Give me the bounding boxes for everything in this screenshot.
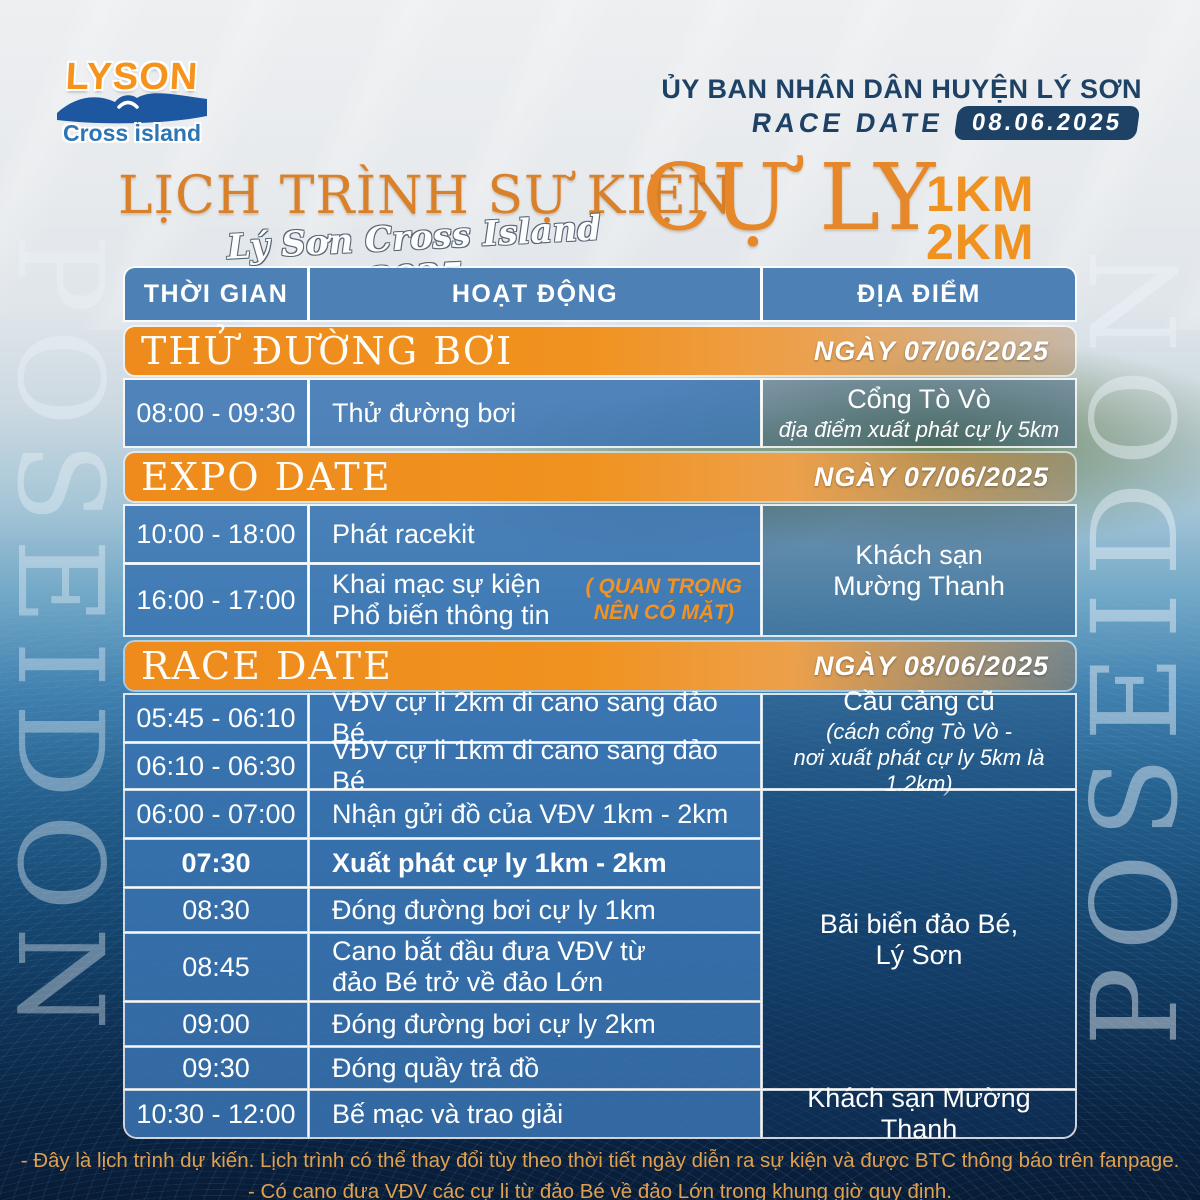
time-cell: 08:00 - 09:30 — [125, 380, 307, 446]
location-cell: Bãi biển đảo Bé, Lý Sơn — [763, 791, 1075, 1088]
race-date-row: RACE DATE 08.06.2025 — [750, 106, 1141, 140]
location-main: Khách sạn Mường Thanh — [807, 1083, 1031, 1144]
section-title: EXPO DATE — [141, 455, 392, 499]
logo-title: LYSON — [64, 56, 200, 98]
column-header-activity: HOẠT ĐỘNG — [310, 268, 760, 320]
location-sub: địa điểm xuất phát cự ly 5km — [778, 416, 1060, 442]
section-date: NGÀY 08/06/2025 — [813, 650, 1049, 681]
footer-note-line: - Đây là lịch trình dự kiến. Lịch trình … — [20, 1149, 1180, 1172]
location-cell: Khách sạn Mường Thanh — [763, 1083, 1075, 1144]
activity-text: Thử đường bơi — [332, 397, 517, 428]
footer-note-line: - Có cano đưa VĐV các cự li từ đảo Bé về… — [248, 1179, 952, 1200]
activity-cell: Xuất phát cự ly 1km - 2km — [310, 840, 760, 886]
location-main: Cầu cảng cũ — [843, 686, 995, 716]
watermark-poseidon-left: POSEIDON — [0, 233, 129, 1047]
section-title: RACE DATE — [141, 644, 393, 688]
activity-text: Khai mạc sự kiện Phổ biến thông tin — [332, 569, 550, 630]
organizer-title: ỦY BAN NHÂN DÂN HUYỆN LÝ SƠN — [661, 74, 1142, 104]
time-cell: 05:45 - 06:10 — [125, 695, 307, 741]
section-band-expo-date: EXPO DATE NGÀY 07/06/2025 — [125, 453, 1075, 501]
table-header-row: THỜI GIAN HOẠT ĐỘNG ĐỊA ĐIỂM — [125, 268, 1075, 320]
section-date: NGÀY 07/06/2025 — [813, 461, 1049, 492]
logo-subtitle: Cross island — [62, 120, 202, 146]
location-sub: (cách cổng Tò Vò - nơi xuất phát cự ly 5… — [793, 719, 1045, 796]
activity-text: Nhận gửi đồ của VĐV 1km - 2km — [332, 798, 729, 829]
activity-text: Phát racekit — [332, 518, 475, 549]
activity-cell: Khai mạc sự kiện Phổ biến thông tin ( QU… — [310, 565, 760, 635]
activity-text: VĐV cự li 2km đi cano sang đảo Bé — [332, 687, 718, 748]
time-cell: 16:00 - 17:00 — [125, 565, 307, 635]
distance-values: 1KM 2KM — [926, 166, 1035, 270]
activity-cell: VĐV cự li 1km đi cano sang đảo Bé — [310, 735, 760, 796]
activity-cell: Thử đường bơi — [310, 380, 760, 446]
activity-cell: Đóng đường bơi cự ly 2km — [310, 1003, 760, 1045]
activity-text: Đóng quầy trả đồ — [332, 1052, 540, 1083]
lyson-logo: LYSON Cross island — [52, 56, 212, 147]
time-cell: 08:45 — [125, 934, 307, 1000]
activity-cell: VĐV cự li 2km đi cano sang đảo Bé — [310, 687, 760, 748]
race-date-badge: 08.06.2025 — [953, 106, 1141, 140]
distance-1km: 1KM — [926, 166, 1035, 222]
important-note: ( QUAN TRỌNG NÊN CÓ MẶT) — [585, 574, 742, 624]
section-date: NGÀY 07/06/2025 — [813, 335, 1049, 366]
section-rows: 08:00 - 09:30 Thử đường bơi Cổng Tò Vò đ… — [125, 380, 1075, 446]
column-header-location: ĐỊA ĐIỂM — [763, 268, 1075, 320]
section-rows: 10:00 - 18:00 Phát racekit 16:00 - 17:00… — [125, 506, 1075, 635]
activity-cell: Bế mạc và trao giải — [310, 1091, 760, 1137]
activity-cell: Đóng đường bơi cự ly 1km — [310, 889, 760, 931]
activity-text: Đóng đường bơi cự ly 2km — [332, 1008, 656, 1039]
page-title: LỊCH TRÌNH SỰ KIỆN — [118, 166, 734, 226]
column-header-time: THỜI GIAN — [125, 268, 307, 320]
activity-cell: Đóng quầy trả đồ — [310, 1048, 760, 1088]
race-date-label: RACE DATE — [750, 107, 947, 138]
activity-text: Cano bắt đầu đưa VĐV từ đảo Bé trở về đả… — [332, 936, 646, 997]
time-cell: 09:30 — [125, 1048, 307, 1088]
activity-text: VĐV cự li 1km đi cano sang đảo Bé — [332, 735, 718, 796]
activity-cell: Phát racekit — [310, 506, 760, 562]
section-band-thu-duong-boi: THỬ ĐƯỜNG BƠI NGÀY 07/06/2025 — [125, 327, 1075, 375]
section-band-race-date: RACE DATE NGÀY 08/06/2025 — [125, 642, 1075, 690]
distance-2km: 2KM — [926, 214, 1035, 270]
footer-notes: - Đây là lịch trình dự kiến. Lịch trình … — [0, 1146, 1200, 1200]
schedule-table: THỜI GIAN HOẠT ĐỘNG ĐỊA ĐIỂM THỬ ĐƯỜNG B… — [125, 268, 1075, 1144]
activity-cell: Cano bắt đầu đưa VĐV từ đảo Bé trở về đả… — [310, 934, 760, 1000]
location-main: Cổng Tò Vò — [847, 383, 991, 414]
activity-cell: Nhận gửi đồ của VĐV 1km - 2km — [310, 791, 760, 837]
time-cell: 09:00 — [125, 1003, 307, 1045]
time-cell: 08:30 — [125, 889, 307, 931]
distance-title: CỰ LY — [642, 144, 936, 251]
time-cell: 06:00 - 07:00 — [125, 791, 307, 837]
activity-text: Xuất phát cự ly 1km - 2km — [332, 847, 667, 878]
section-title: THỬ ĐƯỜNG BƠI — [141, 329, 514, 373]
logo-wave-icon — [52, 85, 212, 132]
location-main: Bãi biển đảo Bé, Lý Sơn — [819, 908, 1019, 970]
watermark-poseidon-right: POSEIDON — [1066, 233, 1200, 1047]
activity-text: Đóng đường bơi cự ly 1km — [332, 894, 656, 925]
location-cell: Cổng Tò Vò địa điểm xuất phát cự ly 5km — [763, 380, 1075, 446]
location-cell: Khách sạn Mường Thanh — [763, 506, 1075, 635]
time-cell: 10:00 - 18:00 — [125, 506, 307, 562]
time-cell: 07:30 — [125, 840, 307, 886]
location-cell: Cầu cảng cũ (cách cổng Tò Vò - nơi xuất … — [763, 686, 1075, 796]
activity-text: Bế mạc và trao giải — [332, 1098, 564, 1129]
time-cell: 06:10 - 06:30 — [125, 744, 307, 788]
section-rows: 05:45 - 06:10 VĐV cự li 2km đi cano sang… — [125, 686, 1075, 1144]
time-cell: 10:30 - 12:00 — [125, 1091, 307, 1137]
location-main: Khách sạn Mường Thanh — [833, 539, 1005, 601]
